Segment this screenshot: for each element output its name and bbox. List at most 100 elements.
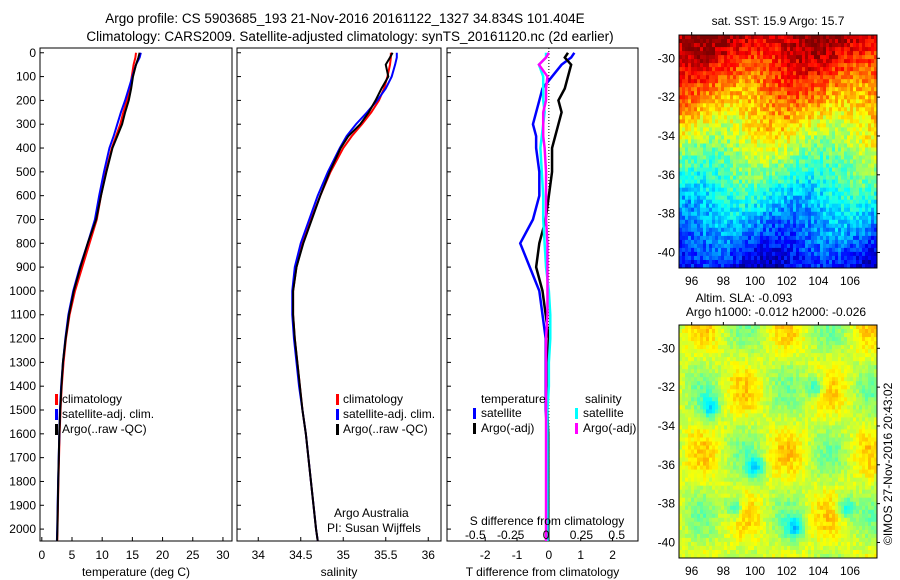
heatmap-cell [703, 63, 707, 68]
heatmap-cell [766, 373, 770, 378]
heatmap-cell [700, 119, 704, 124]
heatmap-cell [682, 243, 686, 249]
heatmap-cell [760, 207, 764, 213]
heatmap-cell [856, 103, 860, 108]
heatmap-cell [814, 95, 818, 100]
heatmap-cell [772, 179, 776, 185]
heatmap-cell [691, 357, 695, 362]
heatmap-cell [745, 247, 749, 253]
heatmap-cell [802, 63, 806, 68]
heatmap-cell [757, 377, 761, 382]
heatmap-cell [796, 127, 800, 132]
heatmap-cell [697, 243, 701, 249]
heatmap-cell [727, 329, 731, 334]
heatmap-cell [700, 365, 704, 370]
heatmap-cell [805, 171, 809, 177]
heatmap-cell [745, 235, 749, 241]
heatmap-cell [757, 243, 761, 249]
heatmap-cell [826, 223, 830, 229]
x-axis-label: T difference from climatology [466, 565, 620, 579]
heatmap-cell [736, 345, 740, 350]
heatmap-cell [814, 59, 818, 64]
heatmap-cell [817, 365, 821, 370]
heatmap-cell [730, 377, 734, 382]
heatmap-cell [685, 219, 689, 225]
heatmap-cell [688, 333, 692, 338]
heatmap-cell [835, 47, 839, 52]
heatmap-cell [838, 175, 842, 181]
heatmap-cell [787, 207, 791, 213]
heatmap-cell [832, 131, 836, 136]
heatmap-cell [718, 264, 722, 269]
heatmap-cell [712, 83, 716, 88]
heatmap-cell [865, 365, 869, 370]
heatmap-cell [685, 199, 689, 205]
heatmap-cell [700, 219, 704, 225]
heatmap-cell [805, 179, 809, 185]
y-tick-label: 0 [29, 46, 36, 60]
heatmap-cell [793, 247, 797, 253]
heatmap-cell [727, 139, 731, 144]
heatmap-cell [733, 119, 737, 124]
heatmap-cell [808, 255, 812, 261]
heatmap-cell [868, 369, 872, 374]
heatmap-cell [691, 264, 695, 269]
heatmap-cell [823, 175, 827, 181]
heatmap-cell [757, 183, 761, 189]
heatmap-cell [700, 171, 704, 177]
heatmap-cell [727, 247, 731, 253]
heatmap-cell [727, 260, 731, 265]
heatmap-cell [790, 55, 794, 60]
heatmap-cell [871, 255, 875, 261]
heatmap-cell [742, 353, 746, 358]
heatmap-cell [700, 151, 704, 156]
heatmap-cell [754, 243, 758, 249]
heatmap-cell [790, 215, 794, 221]
heatmap-cell [856, 223, 860, 229]
heatmap-cell [790, 333, 794, 338]
heatmap-cell [772, 35, 776, 40]
heatmap-cell [679, 381, 683, 386]
heatmap-cell [793, 171, 797, 177]
heatmap-cell [700, 195, 704, 201]
heatmap-cell [838, 159, 842, 164]
heatmap-cell [853, 171, 857, 177]
heatmap-cell [751, 231, 755, 237]
heatmap-cell [826, 79, 830, 84]
heatmap-cell [712, 361, 716, 366]
heatmap-cell [832, 167, 836, 173]
heatmap-cell [868, 51, 872, 56]
heatmap-cell [691, 119, 695, 124]
heatmap-cell [754, 199, 758, 205]
heatmap-cell [856, 179, 860, 185]
heatmap-cell [706, 147, 710, 152]
heatmap-cell [691, 135, 695, 140]
heatmap-cell [691, 381, 695, 386]
heatmap-cell [871, 353, 875, 358]
heatmap-cell [856, 87, 860, 92]
heatmap-cell [859, 91, 863, 96]
heatmap-cell [838, 51, 842, 56]
heatmap-cell [805, 151, 809, 156]
heatmap-cell [793, 103, 797, 108]
heatmap-cell [868, 143, 872, 148]
heatmap-cell [787, 341, 791, 346]
heatmap-cell [703, 333, 707, 338]
heatmap-cell [778, 349, 782, 354]
heatmap-cell [712, 87, 716, 92]
heatmap-cell [706, 43, 710, 48]
x-tick-label: 34.5 [289, 548, 313, 562]
heatmap-cell [841, 75, 845, 80]
heatmap-cell [847, 251, 851, 257]
heatmap-cell [739, 195, 743, 201]
heatmap-cell [724, 239, 728, 245]
heatmap-cell [823, 75, 827, 80]
heatmap-cell [736, 71, 740, 76]
heatmap-cell [733, 377, 737, 382]
heatmap-cell [847, 115, 851, 120]
heatmap-cell [811, 167, 815, 173]
heatmap-cell [775, 43, 779, 48]
heatmap-cell [694, 91, 698, 96]
heatmap-cell [745, 131, 749, 136]
heatmap-cell [838, 67, 842, 72]
